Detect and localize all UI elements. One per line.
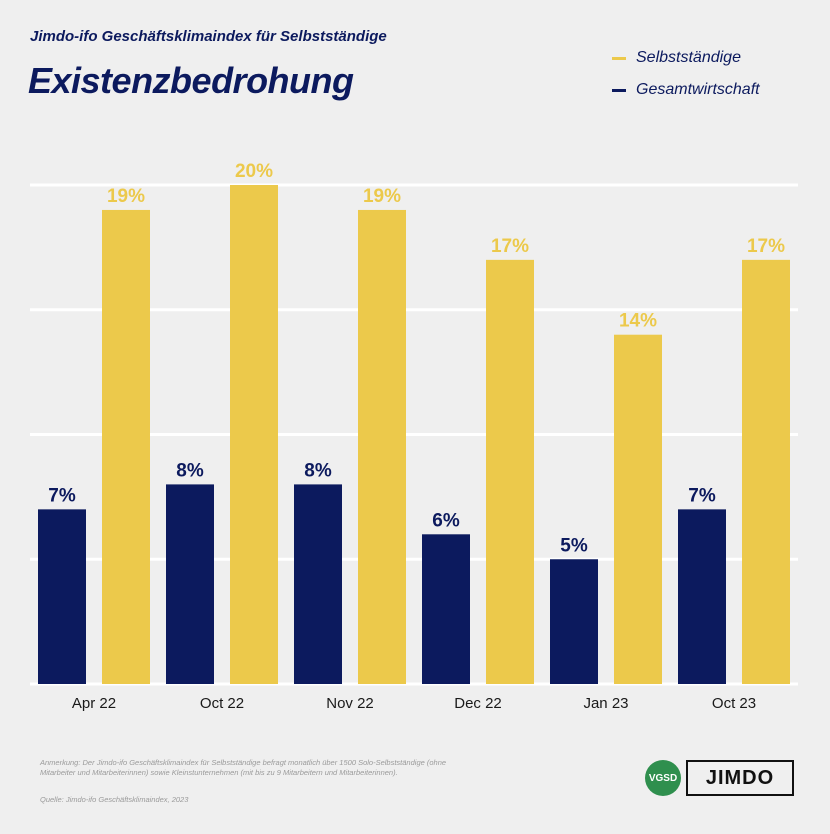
jimdo-logo: JIMDO (686, 760, 794, 796)
bar-selbstständige (358, 209, 406, 684)
bar-selbstständige (742, 259, 790, 684)
bar-gesamtwirtschaft (678, 509, 726, 684)
footnote: Anmerkung: Der Jimdo-ifo Geschäftsklimai… (40, 758, 447, 777)
data-label: 20% (235, 161, 273, 182)
data-label: 7% (48, 485, 76, 506)
legend-item-selbststaendige: Selbstständige (612, 42, 760, 74)
legend-swatch-gesamtwirtschaft (612, 88, 626, 92)
bar-selbstständige (230, 185, 278, 684)
x-tick-label: Jan 23 (583, 695, 628, 712)
data-label: 7% (688, 485, 716, 506)
x-tick-label: Dec 22 (454, 695, 502, 712)
bar-gesamtwirtschaft (422, 534, 470, 684)
data-label: 8% (176, 460, 204, 481)
x-tick-label: Oct 22 (200, 695, 244, 712)
bar-gesamtwirtschaft (38, 509, 86, 684)
data-label: 19% (363, 186, 401, 207)
bar-selbstständige (102, 209, 150, 684)
data-label: 6% (432, 510, 460, 531)
bar-gesamtwirtschaft (166, 484, 214, 684)
x-tick-label: Oct 23 (712, 695, 756, 712)
vgsd-logo: VGSD (645, 760, 681, 796)
data-label: 19% (107, 186, 145, 207)
legend-label-selbststaendige: Selbstständige (636, 49, 741, 66)
bar-gesamtwirtschaft (550, 559, 598, 684)
legend-swatch-selbststaendige (612, 56, 626, 60)
data-label: 14% (619, 311, 657, 332)
source-note: Quelle: Jimdo-ifo Geschäftsklimaindex, 2… (40, 795, 189, 804)
data-label: 5% (560, 535, 588, 556)
data-label: 8% (304, 460, 332, 481)
chart-title: Existenzbedrohung (28, 60, 354, 101)
legend: Selbstständige Gesamtwirtschaft (612, 42, 760, 106)
data-label: 17% (491, 236, 529, 257)
bar-gesamtwirtschaft (294, 484, 342, 684)
bar-selbstständige (614, 334, 662, 684)
x-tick-label: Apr 22 (72, 695, 116, 712)
legend-item-gesamtwirtschaft: Gesamtwirtschaft (612, 74, 760, 106)
legend-label-gesamtwirtschaft: Gesamtwirtschaft (636, 81, 760, 98)
bar-selbstständige (486, 259, 534, 684)
x-tick-label: Nov 22 (326, 695, 374, 712)
data-label: 17% (747, 236, 785, 257)
chart-subtitle: Jimdo-ifo Geschäftsklimaindex für Selbst… (30, 28, 387, 45)
